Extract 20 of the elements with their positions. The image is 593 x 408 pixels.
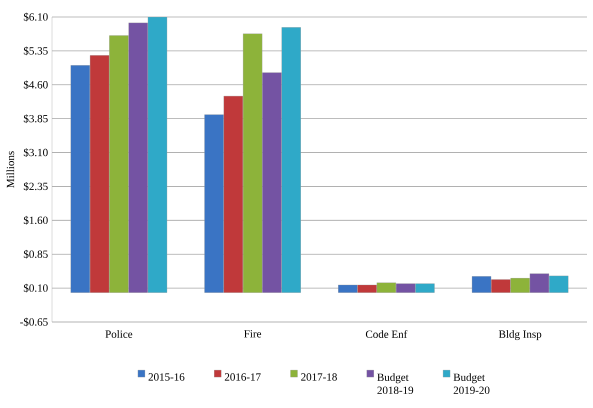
y-axis-title: Millions bbox=[6, 151, 14, 188]
y-tick-label: $6.10 bbox=[24, 12, 48, 22]
y-tick-label: $2.35 bbox=[24, 182, 48, 191]
x-tick-label: Bldg Insp bbox=[498, 330, 542, 340]
y-tick-label: $4.60 bbox=[24, 80, 48, 90]
y-tick-label: $3.85 bbox=[24, 114, 48, 124]
legend-label: 2015-16 bbox=[148, 373, 184, 381]
y-tick-label: $0.10 bbox=[24, 284, 48, 293]
y-tick-label: $5.35 bbox=[24, 46, 48, 56]
y-tick-label: $0.85 bbox=[24, 250, 48, 259]
legend-label: 2017-18 bbox=[301, 373, 337, 381]
legend-label: Budget 2018-19 bbox=[377, 373, 414, 394]
legend-label: Budget 2019-20 bbox=[454, 373, 490, 394]
x-tick-label: Police bbox=[105, 330, 132, 338]
legend-label: 2016-17 bbox=[224, 373, 261, 381]
x-tick-label: Code Enf bbox=[366, 330, 408, 338]
y-tick-label: $3.10 bbox=[24, 148, 48, 157]
y-tick-label: -$0.65 bbox=[20, 318, 48, 326]
x-tick-label: Fire bbox=[244, 330, 262, 338]
y-tick-label: $1.60 bbox=[24, 216, 48, 225]
